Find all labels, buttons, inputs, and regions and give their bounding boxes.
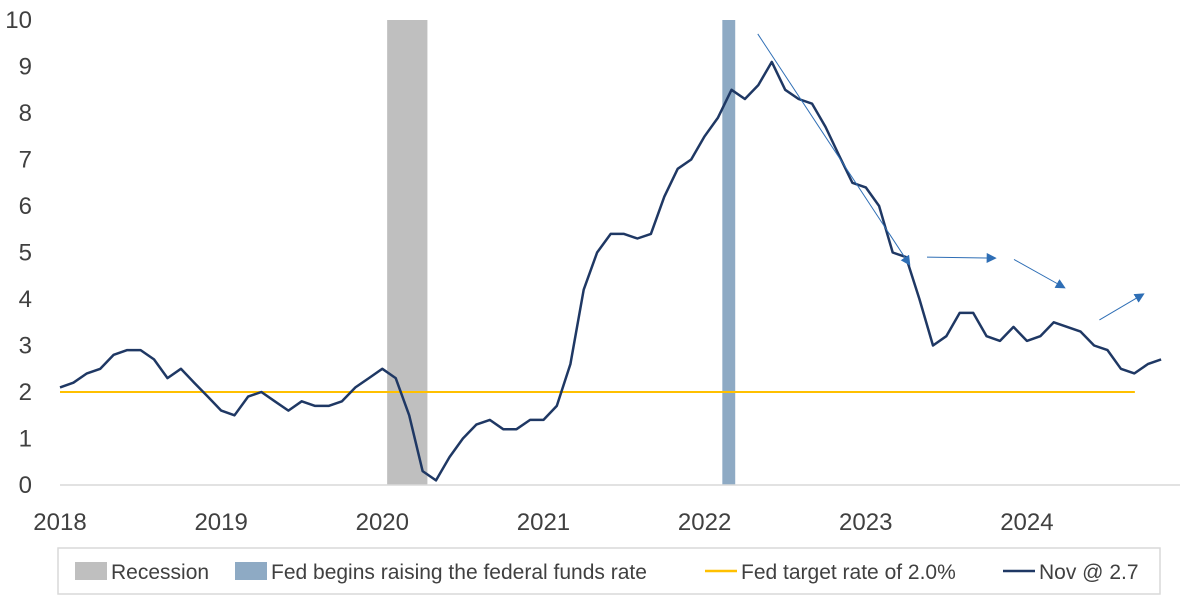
recession-band (387, 20, 428, 485)
y-tick-label: 5 (19, 240, 32, 267)
legend-label: Nov @ 2.7 (1039, 561, 1139, 584)
y-tick-label: 1 (19, 426, 32, 453)
legend-label: Fed begins raising the federal funds rat… (271, 561, 647, 584)
legend-swatch (75, 562, 107, 580)
inflation-series-line (59, 60, 1162, 482)
x-tick-label: 2024 (1000, 509, 1053, 536)
y-tick-label: 2 (19, 379, 32, 406)
y-tick-label: 6 (19, 193, 32, 220)
y-tick-label: 8 (19, 100, 32, 127)
x-tick-label: 2019 (194, 509, 247, 536)
trend-arrow (926, 252, 997, 263)
x-tick-label: 2022 (678, 509, 731, 536)
trend-arrow (1013, 259, 1066, 289)
y-tick-label: 4 (19, 286, 32, 313)
legend-swatch (235, 562, 267, 580)
legend-label: Fed target rate of 2.0% (741, 561, 956, 584)
y-tick-label: 10 (5, 7, 32, 34)
legend-label: Recession (111, 561, 209, 584)
trend-arrow (1099, 293, 1145, 321)
chart-legend: Recession Fed begins raising the federal … (57, 547, 1161, 595)
x-tick-label: 2021 (517, 509, 570, 536)
x-tick-label: 2023 (839, 509, 892, 536)
x-tick-label: 2018 (33, 509, 86, 536)
x-tick-label: 2020 (356, 509, 409, 536)
y-tick-label: 9 (19, 54, 32, 81)
trend-arrow (757, 33, 911, 266)
y-tick-label: 7 (19, 147, 32, 174)
fed-raise-band (722, 20, 736, 485)
y-tick-label: 0 (19, 472, 32, 499)
y-tick-label: 3 (19, 333, 32, 360)
